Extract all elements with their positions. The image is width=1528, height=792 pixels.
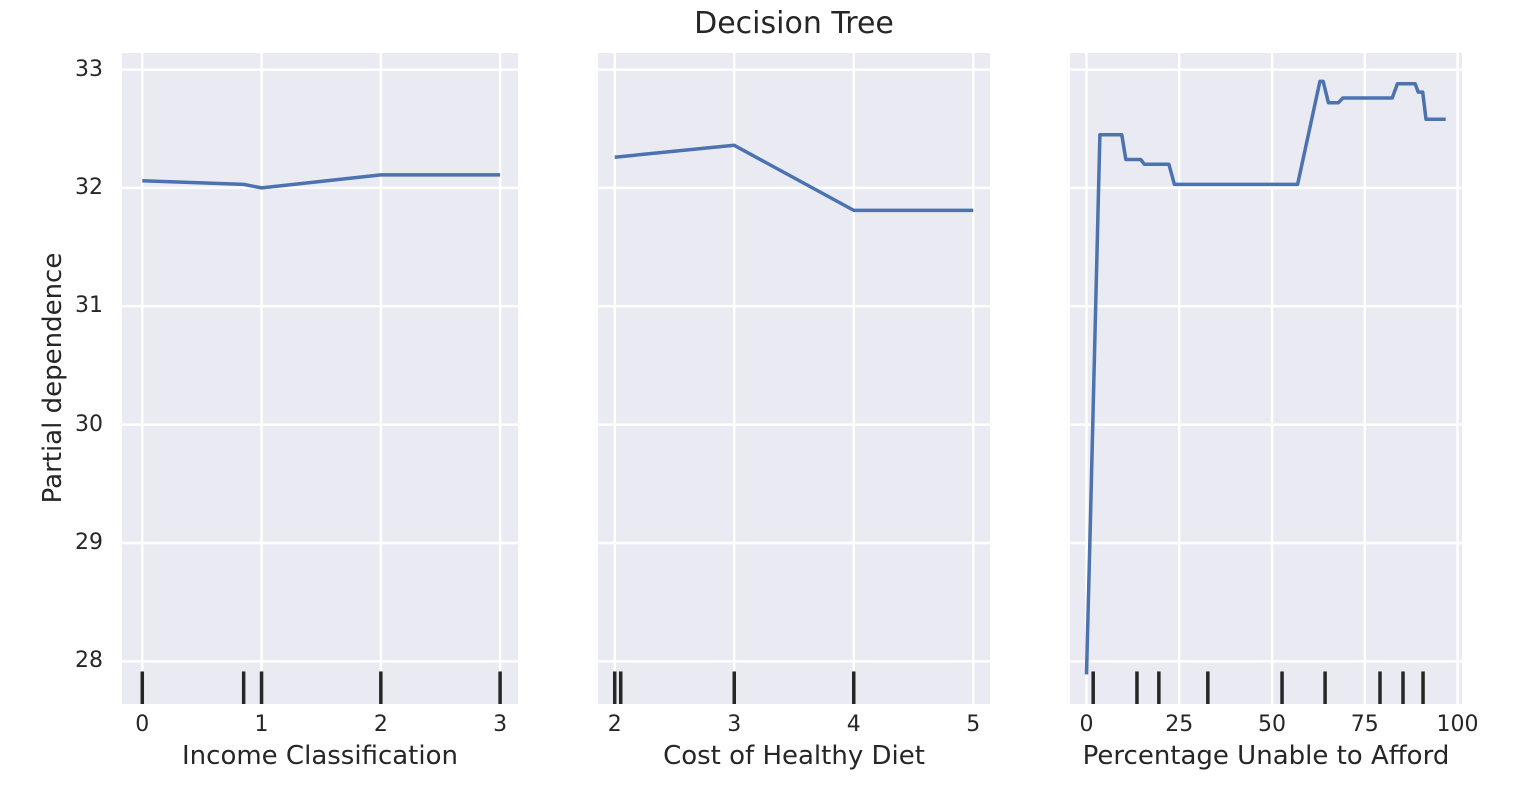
y-tick-label: 30	[75, 411, 103, 437]
x-tick-label: 1	[254, 712, 269, 737]
x-tick-label: 75	[1350, 712, 1379, 737]
x-axis-label: Income Classification	[182, 741, 458, 771]
x-tick-label: 25	[1165, 712, 1194, 737]
x-axis-label: Percentage Unable to Afford	[1082, 741, 1450, 771]
x-tick-label: 2	[373, 712, 388, 737]
plot-panel	[598, 53, 990, 704]
plot-panel	[122, 53, 518, 704]
x-tick-label: 0	[1079, 712, 1094, 737]
partial-dependence-line	[614, 143, 974, 213]
x-tick-label: 3	[493, 712, 508, 737]
y-tick-label: 28	[75, 648, 103, 674]
x-axis-label: Cost of Healthy Diet	[663, 741, 925, 771]
x-tick-label: 5	[966, 712, 981, 737]
y-tick-label: 32	[75, 174, 103, 200]
chart-title: Decision Tree	[694, 6, 894, 41]
x-tick-label: 50	[1258, 712, 1287, 737]
partial-dependence-line	[1084, 79, 1446, 675]
y-tick-label: 31	[75, 293, 103, 319]
x-tick-label: 0	[135, 712, 150, 737]
y-axis-label: Partial dependence	[38, 252, 68, 504]
plot-panel	[1070, 53, 1462, 704]
x-tick-label: 100	[1436, 712, 1479, 737]
y-tick-label: 33	[75, 56, 103, 82]
x-tick-label: 2	[607, 712, 622, 737]
partial-dependence-line	[142, 173, 501, 190]
x-tick-label: 4	[846, 712, 861, 737]
y-tick-label: 29	[75, 530, 103, 556]
x-tick-label: 3	[727, 712, 742, 737]
